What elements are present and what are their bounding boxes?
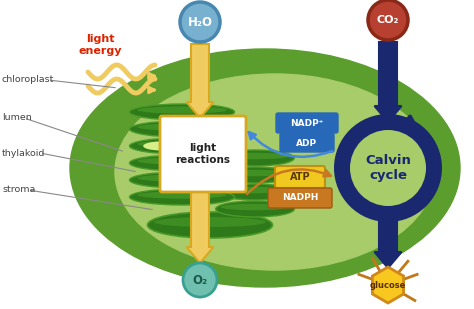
Text: Calvin
cycle: Calvin cycle — [365, 154, 411, 182]
Polygon shape — [186, 192, 213, 263]
Ellipse shape — [129, 155, 235, 171]
Text: stroma: stroma — [2, 185, 36, 194]
Ellipse shape — [129, 104, 235, 120]
Text: CO₂: CO₂ — [377, 15, 399, 25]
Ellipse shape — [137, 191, 227, 199]
Ellipse shape — [221, 153, 289, 159]
Ellipse shape — [115, 74, 435, 270]
Ellipse shape — [216, 150, 294, 166]
Ellipse shape — [221, 170, 289, 176]
FancyBboxPatch shape — [268, 188, 332, 208]
Circle shape — [350, 130, 426, 206]
Text: light
energy: light energy — [78, 34, 122, 56]
Text: glucose: glucose — [370, 281, 406, 290]
Text: ADP: ADP — [296, 138, 318, 147]
Text: O₂: O₂ — [192, 273, 208, 286]
Ellipse shape — [221, 204, 289, 210]
Text: ATP: ATP — [290, 172, 310, 182]
Circle shape — [334, 114, 442, 222]
Circle shape — [368, 0, 408, 40]
Ellipse shape — [221, 187, 289, 193]
Ellipse shape — [216, 201, 294, 217]
Text: lumen: lumen — [2, 113, 32, 122]
Text: chloroplast: chloroplast — [2, 75, 55, 84]
Ellipse shape — [129, 189, 235, 205]
Ellipse shape — [143, 142, 177, 150]
Ellipse shape — [137, 174, 227, 182]
Text: thylakoid: thylakoid — [2, 149, 46, 158]
Polygon shape — [186, 44, 213, 118]
FancyBboxPatch shape — [276, 113, 338, 133]
FancyBboxPatch shape — [280, 133, 334, 152]
FancyBboxPatch shape — [275, 166, 325, 188]
Ellipse shape — [137, 106, 227, 114]
Ellipse shape — [129, 138, 235, 154]
Text: NADPH: NADPH — [282, 193, 318, 202]
Polygon shape — [373, 267, 403, 303]
Ellipse shape — [129, 172, 235, 188]
Ellipse shape — [216, 167, 294, 183]
Ellipse shape — [70, 49, 460, 287]
Ellipse shape — [137, 140, 227, 148]
Polygon shape — [374, 222, 401, 268]
Circle shape — [183, 263, 217, 297]
Ellipse shape — [216, 184, 294, 200]
Ellipse shape — [154, 217, 266, 227]
Text: NADP⁺: NADP⁺ — [290, 118, 324, 128]
Ellipse shape — [137, 157, 227, 165]
Circle shape — [180, 2, 220, 42]
Polygon shape — [374, 42, 401, 122]
Text: H₂O: H₂O — [188, 15, 212, 28]
Ellipse shape — [147, 212, 273, 238]
Ellipse shape — [129, 121, 235, 137]
FancyBboxPatch shape — [160, 116, 246, 192]
Text: light
reactions: light reactions — [175, 143, 230, 165]
Ellipse shape — [137, 123, 227, 131]
